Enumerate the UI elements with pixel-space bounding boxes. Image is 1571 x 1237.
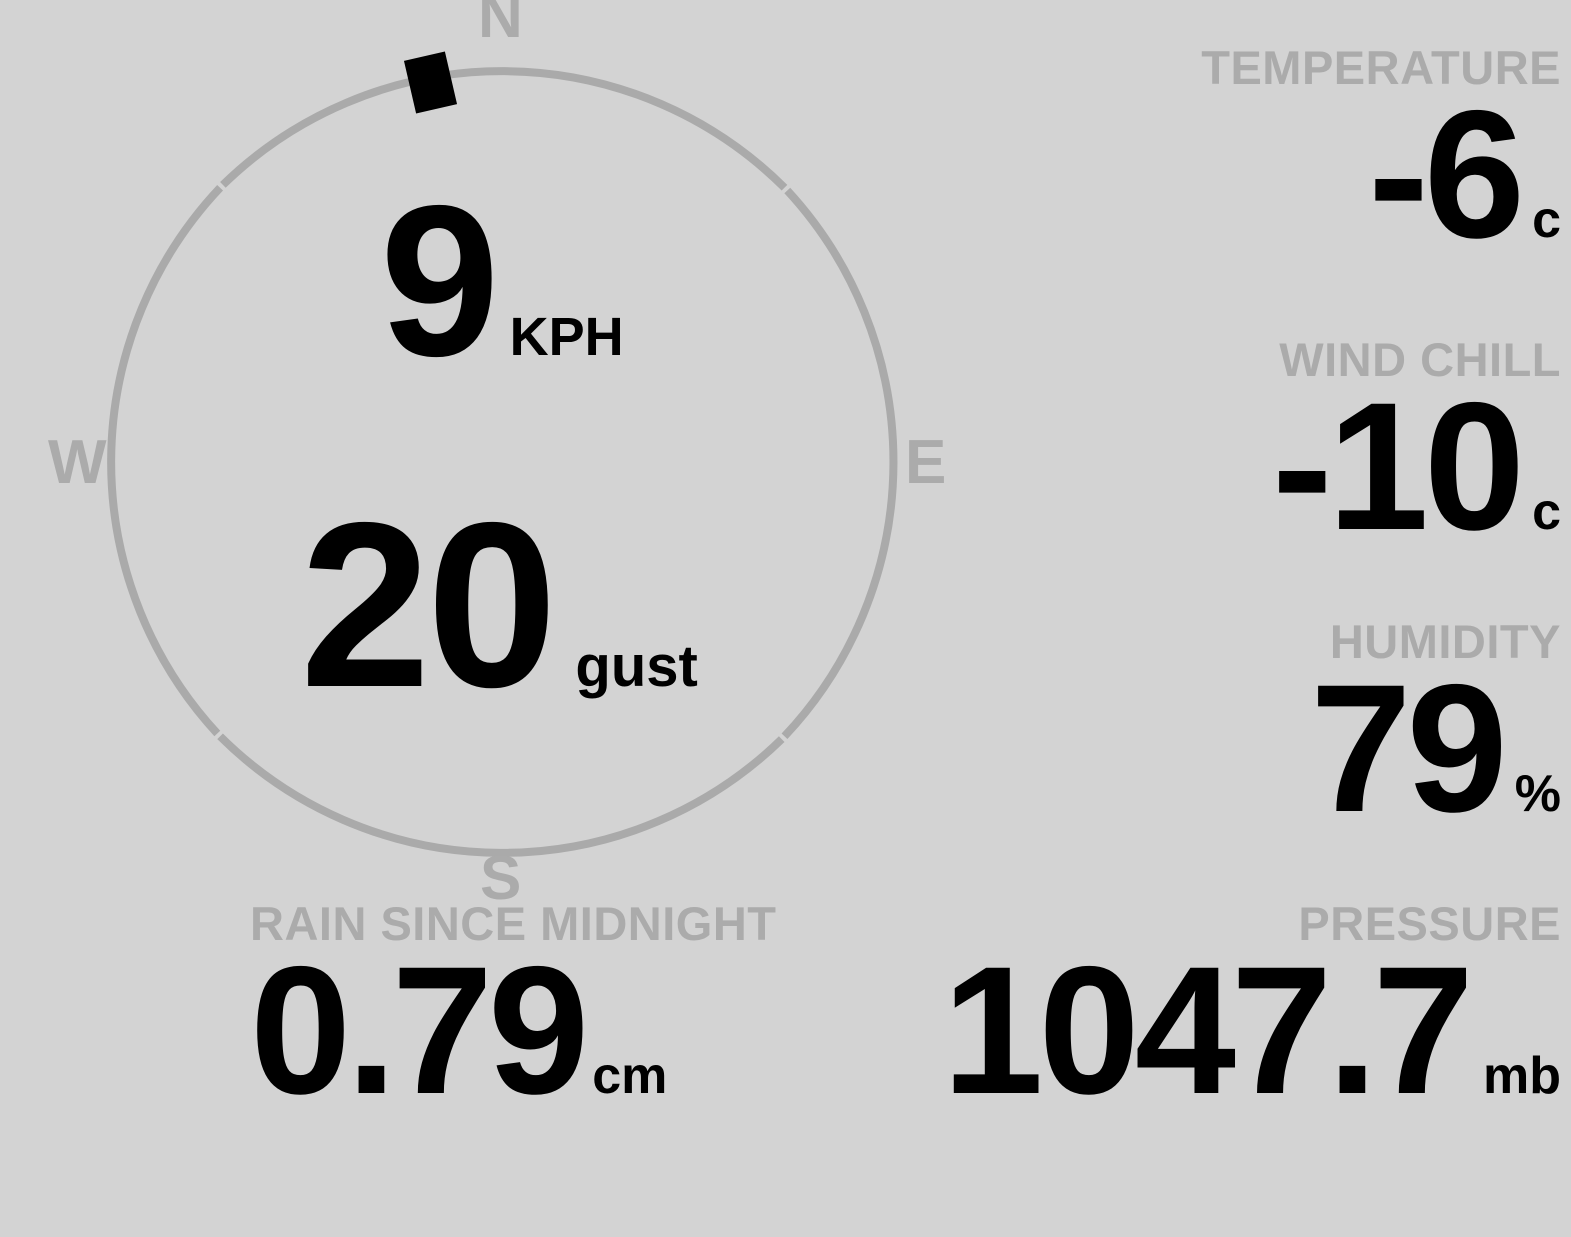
temperature-unit: c [1532, 191, 1561, 249]
wind-gust-value: 20 [300, 473, 557, 736]
pressure-value: 1047.7 [942, 928, 1474, 1132]
humidity-readout: HUMIDITY 79 % [1310, 615, 1561, 850]
rain-value-row: 0.79 cm [250, 928, 777, 1132]
rain-label: RAIN SINCE MIDNIGHT [250, 897, 777, 950]
wind-speed-value: 9 [380, 160, 500, 401]
temperature-value-row: -6 c [1201, 72, 1561, 276]
humidity-value: 79 [1310, 646, 1507, 850]
temperature-readout: TEMPERATURE -6 c [1201, 41, 1561, 276]
wind-direction-marker [403, 51, 458, 114]
pressure-readout: PRESSURE 1047.7 mb [942, 897, 1561, 1132]
wind-chill-unit: c [1532, 483, 1561, 541]
humidity-value-row: 79 % [1310, 646, 1561, 850]
pressure-label: PRESSURE [1298, 897, 1561, 950]
wind-gust-readout: 20 gust [300, 473, 698, 736]
rain-value: 0.79 [250, 928, 589, 1132]
pressure-value-row: 1047.7 mb [942, 928, 1561, 1132]
wind-compass-dial: N E S W 9 KPH 20 gust [0, 0, 1000, 930]
compass-arc-west [107, 184, 224, 737]
pressure-unit: mb [1483, 1047, 1561, 1105]
compass-arc-east [781, 187, 898, 740]
wind-speed-readout: 9 KPH [380, 160, 624, 401]
wind-speed-unit: KPH [509, 307, 624, 367]
temperature-value: -6 [1368, 72, 1525, 276]
compass-label-west: W [48, 428, 107, 497]
compass-arc-north [220, 67, 788, 191]
rain-unit: cm [592, 1047, 668, 1105]
wind-chill-label: WIND CHILL [1279, 333, 1561, 386]
compass-label-east: E [905, 428, 947, 497]
compass-label-south: S [480, 844, 522, 913]
wind-chill-value-row: -10 c [1272, 364, 1561, 568]
humidity-unit: % [1514, 765, 1561, 823]
wind-gust-unit: gust [575, 634, 698, 699]
temperature-label: TEMPERATURE [1201, 41, 1561, 94]
compass-ring-graphic [107, 51, 898, 857]
humidity-label: HUMIDITY [1329, 615, 1561, 668]
wind-chill-readout: WIND CHILL -10 c [1272, 333, 1561, 568]
compass-label-north: N [478, 0, 523, 51]
rain-readout: RAIN SINCE MIDNIGHT 0.79 cm [250, 897, 777, 1132]
compass-arc-south [217, 733, 785, 857]
wind-chill-value: -10 [1272, 364, 1525, 568]
bottom-readout-row: RAIN SINCE MIDNIGHT 0.79 cm PRESSURE 104… [0, 900, 1571, 1130]
